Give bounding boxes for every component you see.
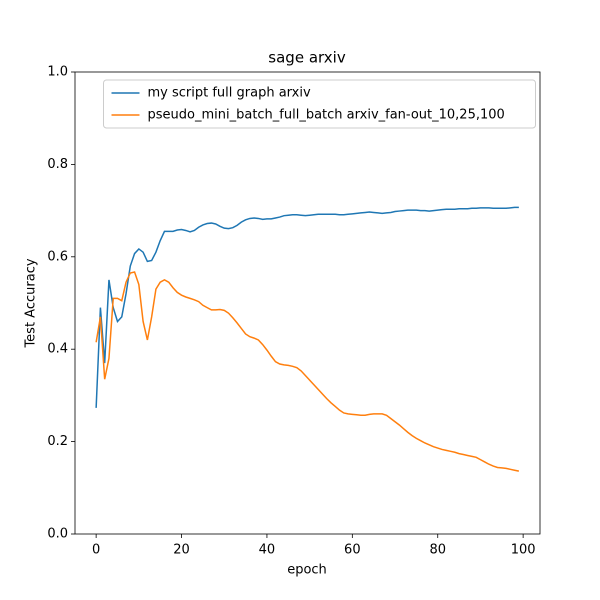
x-tick-label: 100 <box>511 543 536 558</box>
x-axis-label: epoch <box>287 563 327 578</box>
series-line <box>95 271 520 472</box>
y-tick-label: 0.2 <box>47 434 68 449</box>
x-tick-label: 40 <box>259 543 276 558</box>
x-tick-label: 60 <box>344 543 361 558</box>
chart-title: sage arxiv <box>268 49 346 67</box>
y-axis-label: Test Accuracy <box>24 258 39 348</box>
y-tick-label: 0.6 <box>47 249 68 264</box>
y-tick-label: 0.0 <box>47 527 68 542</box>
x-tick-label: 0 <box>92 543 100 558</box>
x-tick-label: 20 <box>173 543 190 558</box>
legend-label: my script full graph arxiv <box>148 86 311 101</box>
x-tick-label: 80 <box>429 543 446 558</box>
plot-frame <box>74 71 541 535</box>
y-tick-label: 0.8 <box>47 157 68 172</box>
series-line <box>95 206 519 408</box>
y-tick-label: 1.0 <box>47 65 68 80</box>
legend-label: pseudo_mini_batch_full_batch arxiv_fan-o… <box>148 108 505 123</box>
y-tick-label: 0.4 <box>47 342 68 357</box>
legend-box <box>103 79 536 129</box>
